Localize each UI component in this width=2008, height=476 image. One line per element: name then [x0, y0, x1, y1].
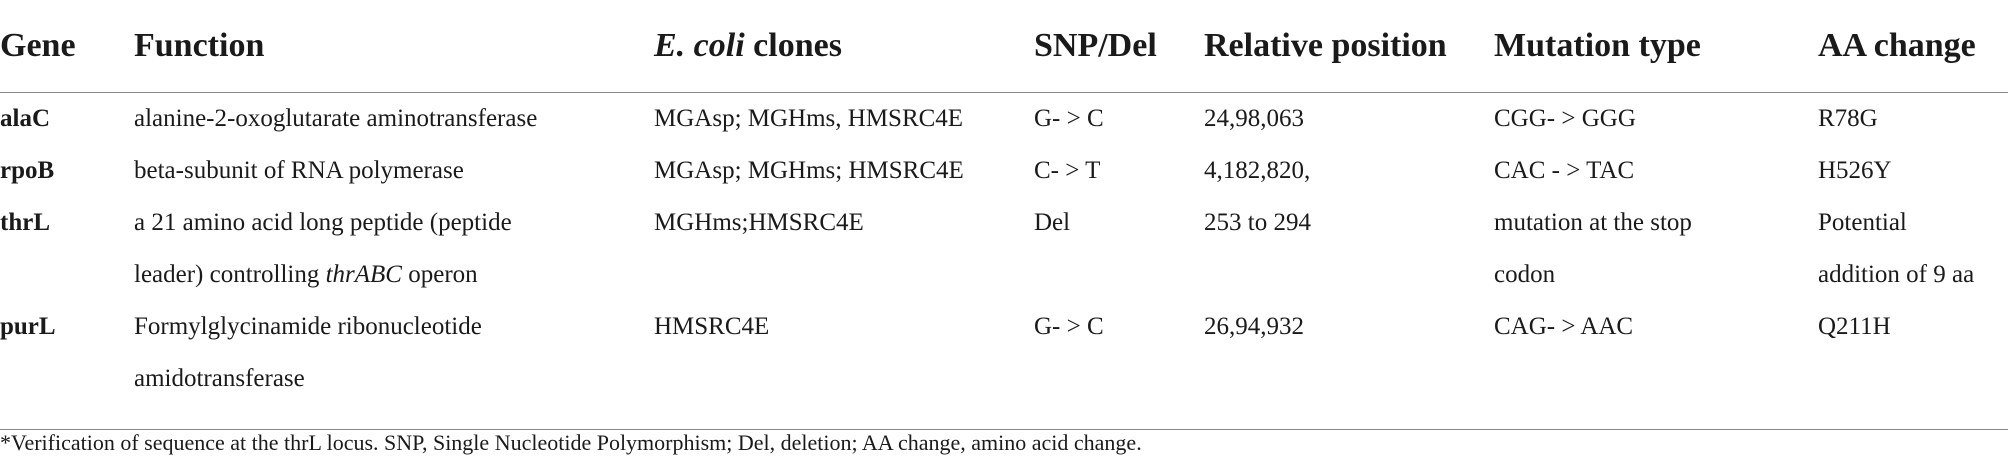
function-line-2-prefix: leader) controlling — [134, 261, 326, 288]
table-row: alaC alanine-2-oxoglutarate aminotransfe… — [0, 93, 2008, 146]
header-aa: AA change — [1818, 0, 2008, 93]
aa-cell: H526Y — [1818, 157, 1892, 184]
header-mutation: Mutation type — [1494, 0, 1818, 93]
header-clones: E. coli clones — [654, 0, 1034, 93]
gene-cell: rpoB — [0, 157, 55, 184]
operon-name: thrABC — [325, 261, 402, 288]
position-cell: 26,94,932 — [1204, 301, 1494, 430]
gene-cell: alaC — [0, 105, 50, 132]
table-row: purL Formylglycinamide ribonucleotide ami… — [0, 301, 2008, 430]
mutation-cell: CGG- > GGG — [1494, 105, 1636, 132]
aa-line-1: Potential — [1818, 209, 1907, 236]
header-position: Relative position — [1204, 0, 1494, 93]
function-line-2: amidotransferase — [134, 365, 305, 392]
snp-cell: G- > C — [1034, 105, 1104, 132]
function-line-1: Formylglycinamide ribonucleotide — [134, 313, 482, 340]
table-row: rpoB beta-subunit of RNA polymerase MGAs… — [0, 145, 2008, 197]
header-row: Gene Function E. coli clones SNP/Del Rel… — [0, 0, 2008, 93]
function-cell: a 21 amino acid long peptide (peptide lea… — [134, 197, 654, 301]
clones-cell: MGAsp; MGHms; HMSRC4E — [654, 157, 964, 184]
mutation-cell: CAG- > AAC — [1494, 301, 1818, 430]
mutation-cell: mutation at the stop codon — [1494, 197, 1818, 301]
mutation-cell: CAC - > TAC — [1494, 157, 1635, 184]
header-clones-label: clones — [744, 27, 842, 64]
header-gene: Gene — [0, 0, 134, 93]
gene-cell: purL — [0, 301, 134, 430]
aa-line-2: addition of 9 aa — [1818, 261, 1975, 288]
function-line-2-suffix: operon — [402, 261, 478, 288]
mutation-line-1: mutation at the stop — [1494, 209, 1692, 236]
position-cell: 4,182,820, — [1204, 157, 1311, 184]
clones-cell: MGAsp; MGHms, HMSRC4E — [654, 105, 964, 132]
function-cell: beta-subunit of RNA polymerase — [134, 157, 464, 184]
aa-cell: R78G — [1818, 105, 1878, 132]
snp-cell: C- > T — [1034, 157, 1101, 184]
gene-cell: thrL — [0, 209, 50, 236]
header-snp: SNP/Del — [1034, 0, 1204, 93]
mutation-line-2: codon — [1494, 261, 1556, 288]
position-cell: 24,98,063 — [1204, 105, 1304, 132]
clones-cell: HMSRC4E — [654, 301, 1034, 430]
position-cell: 253 to 294 — [1204, 209, 1311, 236]
aa-cell: Potential addition of 9 aa — [1818, 197, 2008, 301]
table-header: Gene Function E. coli clones SNP/Del Rel… — [0, 0, 2008, 93]
header-function: Function — [134, 0, 654, 93]
mutation-table: Gene Function E. coli clones SNP/Del Rel… — [0, 0, 2008, 430]
header-clones-species: E. coli — [654, 27, 745, 64]
snp-cell: G- > C — [1034, 301, 1204, 430]
clones-cell: MGHms;HMSRC4E — [654, 209, 864, 236]
table-footnote: *Verification of sequence at the thrL lo… — [0, 430, 1142, 455]
snp-cell: Del — [1034, 209, 1071, 236]
function-cell: alanine-2-oxoglutarate aminotransferase — [134, 105, 538, 132]
function-cell: Formylglycinamide ribonucleotide amidotra… — [134, 301, 654, 430]
table-body: alaC alanine-2-oxoglutarate aminotransfe… — [0, 93, 2008, 430]
aa-cell: Q211H — [1818, 301, 2008, 430]
function-line-1: a 21 amino acid long peptide (peptide — [134, 209, 512, 236]
table-row: thrL a 21 amino acid long peptide (pepti… — [0, 197, 2008, 301]
